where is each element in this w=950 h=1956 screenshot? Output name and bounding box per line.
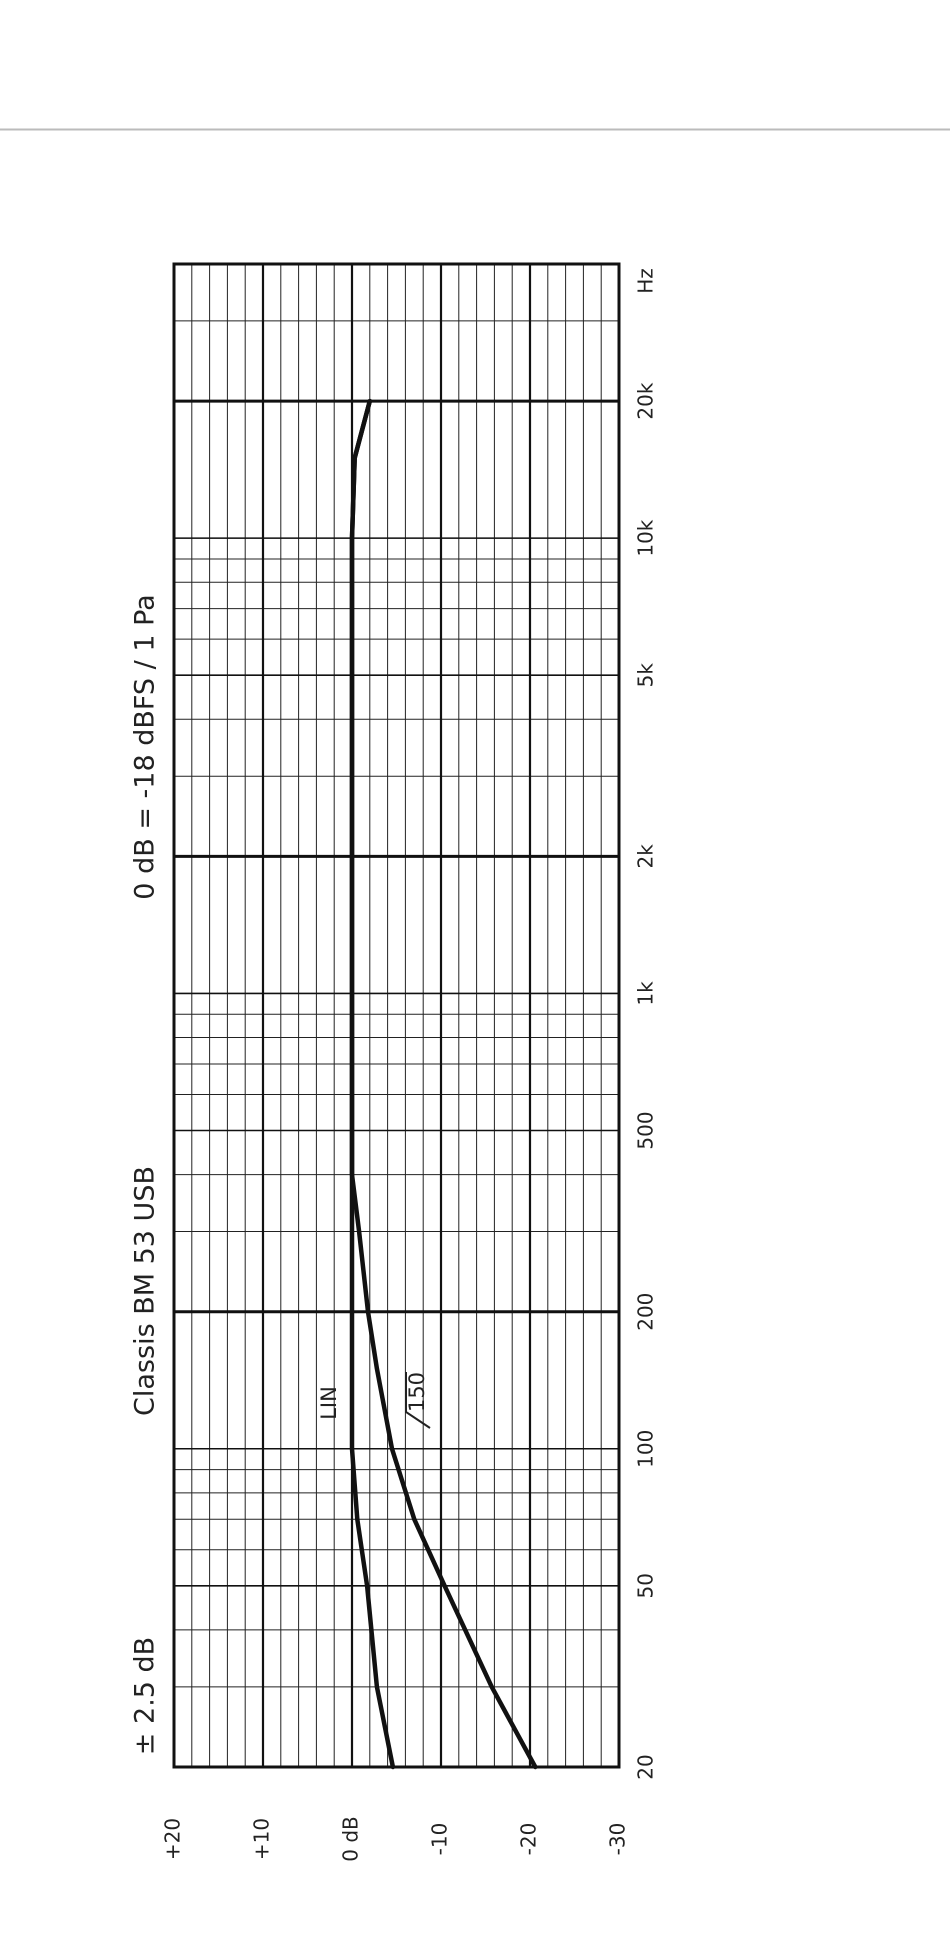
x-tick-label: 500 [634,1111,658,1149]
chart-subtitle: 0 dB = -18 dBFS / 1 Pa [130,594,161,899]
x-tick-label: 20 [634,1754,658,1779]
y-tick-label: -20 [517,1823,541,1856]
curve [349,398,538,1770]
y-tick-label: 0 dB [339,1816,363,1862]
x-tick-label: 2k [634,844,658,869]
x-axis-unit: Hz [634,268,658,294]
curve-label: 150 [405,1372,429,1412]
y-tick-label: +20 [161,1818,185,1860]
x-tick-label: 50 [634,1573,658,1598]
x-tick-label: 5k [634,663,658,688]
x-tick-label: 10k [634,519,658,556]
x-tick-label: 1k [634,981,658,1006]
plot: 20 50 100 200 500 1k 2k 5k 10k 20k Hz +20 +10 0 dB -10… [130,262,658,1862]
high-pass-symbol [405,1372,431,1429]
x-tick-label: 100 [634,1430,658,1468]
curve-label-group: 150 [405,1372,431,1429]
chart-title: Classis BM 53 USB [130,1166,161,1416]
y-tick-label: -10 [428,1823,452,1856]
tolerance-label: ± 2.5 dB [130,1637,161,1755]
plot-frame [172,262,621,1769]
y-tick-label: +10 [250,1818,274,1860]
x-tick-label: 200 [634,1293,658,1331]
y-tick-label: -30 [606,1823,630,1856]
curve-label: LIN [317,1386,341,1420]
x-tick-label: 20k [634,382,658,419]
